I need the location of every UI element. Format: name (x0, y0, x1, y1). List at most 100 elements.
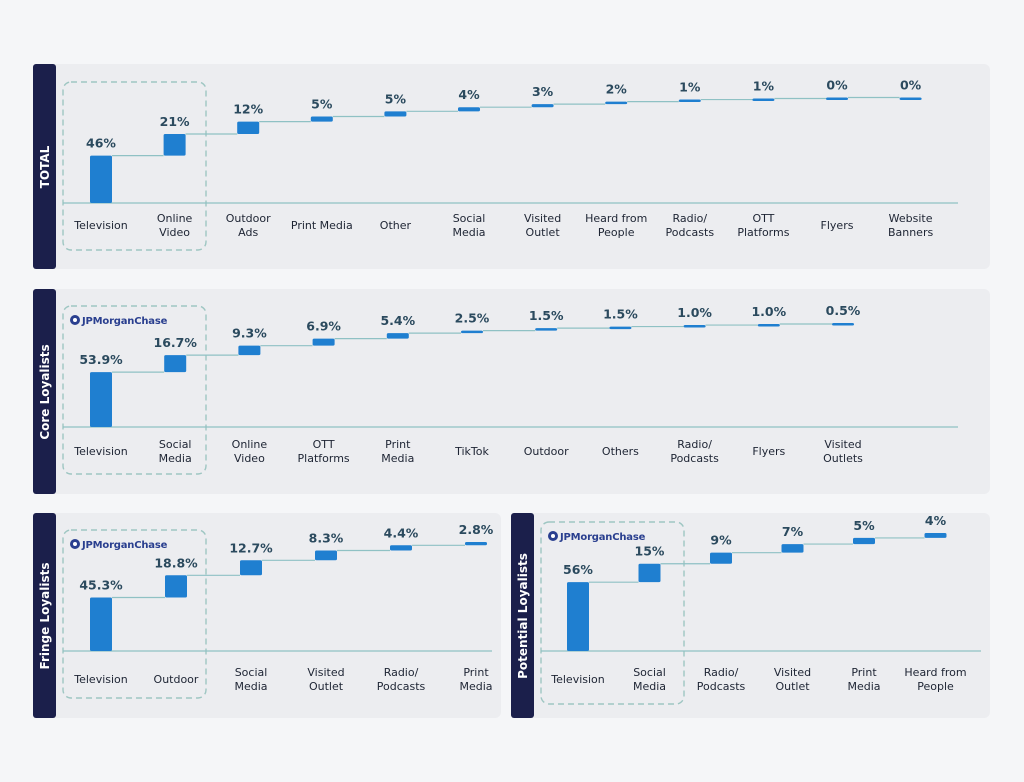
category-label-radio-podcasts: Radio/Podcasts (666, 212, 715, 239)
bar-ott-platforms (312, 338, 335, 346)
bar-print-media (465, 542, 487, 546)
value-label-radio-podcasts: 9% (710, 533, 732, 548)
bar-online-video (163, 133, 186, 156)
bar-print-media (310, 116, 333, 122)
value-label-social-media: 15% (635, 544, 665, 559)
value-label-radio-podcasts: 1% (679, 80, 701, 95)
value-label-outdoor: 1.5% (529, 308, 564, 323)
category-label-online-video: Online Video (232, 438, 268, 465)
bar-radio-podcasts (678, 99, 701, 103)
bar-website-banners (899, 97, 922, 100)
category-label-social-media: Social Media (633, 666, 666, 693)
bar-other (384, 111, 407, 117)
potential-loyalists-panel-label: Potential Loyalists (511, 513, 534, 718)
bar-visited-outlet (531, 104, 554, 108)
bar-flyers (757, 324, 780, 327)
category-label-print-media: Print Media (381, 438, 414, 465)
value-label-print-media: 5% (853, 518, 875, 533)
value-label-others: 1.5% (603, 307, 638, 322)
bar-visited-outlet (315, 550, 337, 561)
jpmorganchase-logo-text: JPMorganChase (81, 316, 168, 327)
category-label-social-media: Social Media (234, 666, 267, 693)
highlight-box (62, 305, 207, 475)
value-label-social-media: 12.7% (229, 540, 273, 555)
jpmorganchase-logo: JPMorganChase (70, 539, 168, 551)
category-label-visited-outlet: Visited Outlet (524, 212, 561, 239)
value-label-online-video: 9.3% (232, 326, 267, 341)
bar-social-media (458, 107, 480, 112)
value-label-flyers: 0% (826, 78, 848, 93)
category-label-ott-platforms: OTT Platforms (737, 212, 789, 239)
fringe-loyalists-panel-label: Fringe Loyalists (33, 513, 56, 718)
category-label-outdoor-ads: Outdoor Ads (226, 212, 271, 239)
bar-tiktok (461, 330, 483, 334)
category-label-outdoor: Outdoor (524, 445, 569, 458)
bar-ott-platforms (752, 98, 775, 102)
category-label-television: Television (550, 673, 605, 686)
category-label-heard-from-people: Heard from People (904, 666, 966, 693)
bar-radio-podcasts (710, 552, 732, 564)
bar-print-media (386, 333, 409, 339)
bar-heard-from-people (605, 101, 628, 105)
category-label-social-media: Social Media (159, 438, 192, 465)
bar-outdoor (165, 575, 187, 598)
category-label-visited-outlets: Visited Outlets (823, 438, 863, 465)
category-label-other: Other (380, 219, 412, 232)
jpmorganchase-logo-text: JPMorganChase (559, 532, 646, 543)
bar-flyers (826, 97, 848, 100)
value-label-television: 53.9% (79, 352, 123, 367)
value-label-television: 46% (86, 136, 116, 151)
value-label-social-media: 16.7% (154, 335, 198, 350)
category-label-social-media: Social Media (452, 212, 485, 239)
value-label-outdoor-ads: 12% (233, 102, 263, 117)
bar-heard-from-people (924, 533, 947, 538)
core-loyalists-panel (33, 289, 990, 494)
category-label-heard-from-people: Heard from People (585, 212, 647, 239)
highlight-box (62, 81, 207, 251)
category-label-print-media: Print Media (291, 219, 353, 232)
category-label-outdoor: Outdoor (154, 673, 199, 686)
highlight-box (540, 521, 685, 705)
value-label-radio-podcasts: 4.4% (384, 525, 419, 540)
value-label-tiktok: 2.5% (455, 311, 490, 326)
jpmorganchase-logo-text: JPMorganChase (81, 540, 168, 551)
bar-television (90, 155, 112, 203)
jpmorganchase-logo: JPMorganChase (70, 315, 168, 327)
total-panel-label: TOTAL (33, 64, 56, 269)
value-label-flyers: 1.0% (751, 304, 786, 319)
value-label-television: 45.3% (79, 578, 123, 593)
value-label-visited-outlet: 7% (782, 524, 804, 539)
bar-social-media (240, 560, 262, 576)
category-label-television: Television (73, 673, 128, 686)
bar-social-media (638, 563, 661, 583)
value-label-visited-outlet: 3% (532, 84, 554, 99)
category-label-print-media: Print Media (459, 666, 492, 693)
category-label-visited-outlet: Visited Outlet (774, 666, 811, 693)
value-label-ott-platforms: 6.9% (306, 319, 341, 334)
value-label-online-video: 21% (160, 114, 190, 129)
category-label-website-banners: Website Banners (888, 212, 934, 239)
value-label-visited-outlet: 8.3% (309, 531, 344, 546)
highlight-box (62, 529, 207, 699)
category-label-television: Television (73, 219, 128, 232)
bar-radio-podcasts (390, 545, 412, 551)
value-label-ott-platforms: 1% (753, 79, 775, 94)
bar-television (567, 582, 589, 651)
value-label-website-banners: 0% (900, 78, 922, 93)
bar-visited-outlet (781, 544, 804, 553)
category-label-others: Others (602, 445, 639, 458)
value-label-outdoor: 18.8% (154, 555, 198, 570)
category-label-flyers: Flyers (821, 219, 854, 232)
value-label-heard-from-people: 2% (606, 82, 628, 97)
potential-loyalists-panel (511, 513, 990, 718)
category-label-flyers: Flyers (752, 445, 785, 458)
category-label-radio-podcasts: Radio/Podcasts (670, 438, 719, 465)
value-label-visited-outlets: 0.5% (826, 303, 861, 318)
bar-television (90, 597, 112, 651)
value-label-radio-podcasts: 1.0% (677, 305, 712, 320)
category-label-radio-podcasts: Radio/Podcasts (377, 666, 426, 693)
